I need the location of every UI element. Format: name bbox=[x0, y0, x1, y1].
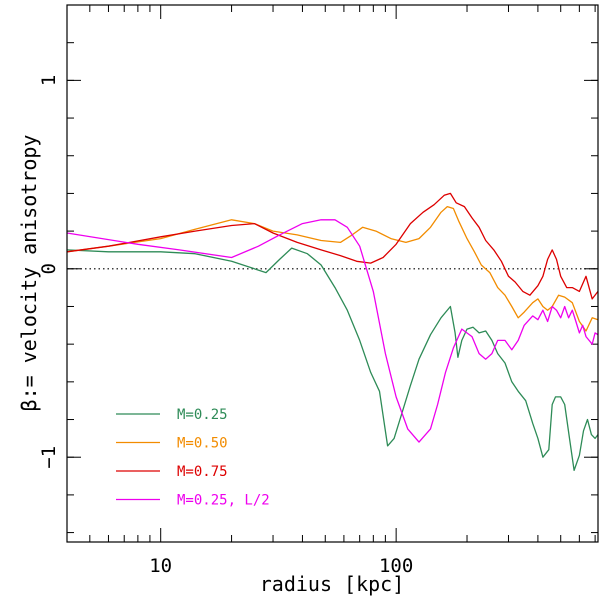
y-tick-label: 0 bbox=[38, 263, 60, 274]
series-line-4 bbox=[66, 219, 599, 443]
series-group bbox=[66, 192, 599, 472]
x-axis-title: radius [kpc] bbox=[260, 572, 405, 596]
y-tick-label: 1 bbox=[38, 75, 60, 86]
y-tick-label: −1 bbox=[38, 446, 60, 469]
legend-label: M=0.75 bbox=[177, 464, 228, 480]
legend-label: M=0.50 bbox=[177, 436, 228, 452]
axis-ticks bbox=[67, 4, 598, 542]
y-axis-title: β:= velocity anisotropy bbox=[17, 135, 41, 412]
plot-frame bbox=[66, 4, 599, 543]
series-line-1 bbox=[66, 247, 599, 472]
series-line-2 bbox=[66, 205, 599, 332]
legend-label: M=0.25 bbox=[177, 407, 228, 423]
legend: M=0.25 M=0.50 M=0.75 M=0.25, L/2 bbox=[116, 407, 270, 509]
legend-label: M=0.25, L/2 bbox=[177, 493, 270, 509]
x-tick-label: 10 bbox=[149, 555, 172, 577]
x-tick-label: 100 bbox=[379, 555, 413, 577]
series-line-3 bbox=[66, 192, 599, 300]
